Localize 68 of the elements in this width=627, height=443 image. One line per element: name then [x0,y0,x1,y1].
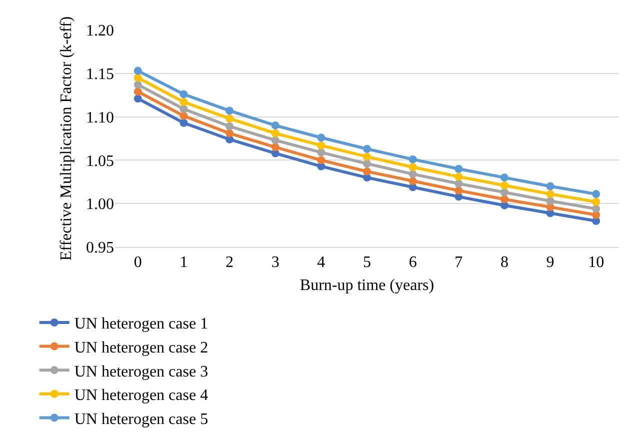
x-tick-label: 6 [408,254,417,272]
y-tick-label: 1.20 [86,22,114,40]
x-tick-label: 3 [271,254,280,272]
point [134,94,142,103]
point [180,104,188,113]
point [546,197,554,205]
y-tick-label: 1.05 [86,152,114,170]
x-axis-title: Burn-up time (years) [300,276,434,294]
point [592,198,600,206]
point [226,122,234,130]
point [134,74,142,82]
legend-label: UN heterogen case 2 [74,340,208,357]
legend-label: UN heterogen case 1 [74,316,208,333]
point [500,181,508,190]
point [408,155,417,164]
point [454,186,463,195]
point [363,160,371,168]
y-tick-label: 1.15 [86,66,114,83]
x-tick-label: 8 [500,254,508,272]
point [180,90,188,98]
legend-label: UN heterogen case 5 [74,410,208,428]
point [271,129,280,138]
point [546,190,554,198]
x-tick-label: 7 [454,254,463,272]
point [592,190,600,198]
point [408,163,417,172]
point [134,88,142,96]
x-tick-label: 0 [134,254,142,272]
x-tick-label: 2 [226,254,234,272]
point [226,129,234,138]
point [226,106,234,115]
x-tick-label: 9 [546,254,554,272]
point [592,204,600,213]
point [408,170,417,178]
y-tick-label: 1.10 [86,109,114,126]
point [317,141,326,150]
point [363,167,371,176]
point [180,98,188,106]
point [454,172,463,181]
point [500,174,508,182]
point [226,114,234,123]
point [317,148,326,156]
point [454,180,463,188]
point [271,136,280,144]
point [408,177,417,186]
point [180,118,188,127]
point [363,144,371,153]
legend-label: UN heterogen case 4 [74,387,208,404]
x-tick-label: 1 [180,254,188,272]
point [454,164,463,173]
point [500,188,508,196]
point [271,143,280,152]
point [500,195,508,204]
y-axis-title: Effective Multiplication Factor (k-eff) [58,16,75,261]
y-tick-label: 0.95 [86,240,114,257]
x-tick-label: 5 [363,254,371,272]
point [134,80,142,89]
point [180,112,188,120]
point [317,134,326,142]
x-tick-label: 4 [317,254,326,272]
point [546,182,554,190]
point [271,121,280,130]
point [134,66,142,75]
legend-label: UN heterogen case 3 [74,363,208,380]
point [317,156,326,164]
point [363,152,371,161]
y-tick-label: 1.00 [86,196,114,214]
x-tick-label: 10 [588,254,604,272]
